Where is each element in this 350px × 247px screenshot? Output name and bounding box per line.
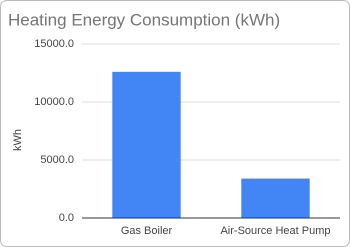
bar	[241, 178, 310, 218]
y-tick-label: 0.0	[59, 212, 74, 224]
x-tick-label: Gas Boiler	[121, 225, 173, 237]
chart-title: Heating Energy Consumption (kWh)	[8, 10, 280, 29]
x-tick-label: Air-Source Heat Pump	[220, 225, 330, 237]
y-tick-label: 5000.0	[40, 154, 74, 166]
y-axis-label: kWh	[12, 129, 24, 151]
y-tick-label: 10000.0	[34, 96, 74, 108]
bar	[112, 71, 181, 218]
y-tick-label: 15000.0	[34, 38, 74, 50]
